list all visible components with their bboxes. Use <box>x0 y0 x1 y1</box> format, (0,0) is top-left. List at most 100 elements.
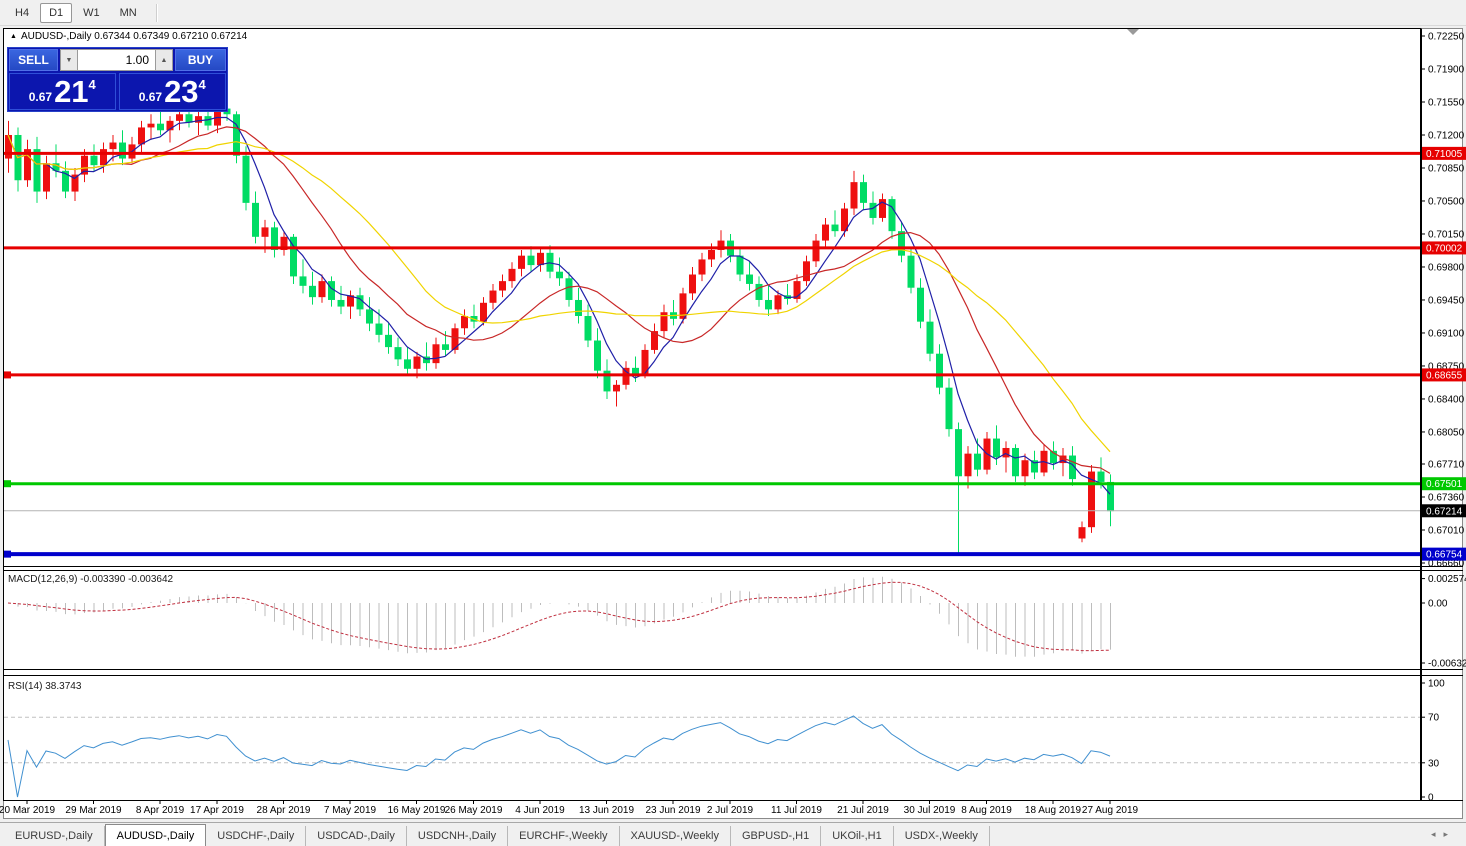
price-tick-label: 0.70150 <box>1428 229 1465 240</box>
date-tick-label: 4 Jun 2019 <box>515 805 565 816</box>
timeframe-button-mn[interactable]: MN <box>119 6 137 19</box>
price-tick-label: 0.68050 <box>1428 427 1465 438</box>
rsi-tick-label: 30 <box>1428 758 1440 769</box>
chart-symbol: AUDUSD-,Daily <box>20 31 92 42</box>
volume-decrease-icon[interactable]: ▼ <box>60 49 79 71</box>
moving-average-SMA-fast <box>7 116 1111 495</box>
price-tick-label: 0.71900 <box>1428 64 1465 75</box>
current-price-label: 0.67214 <box>1426 506 1463 517</box>
level-line-anchor-icon[interactable] <box>4 371 11 379</box>
chart-shift-marker-icon[interactable] <box>1127 29 1139 35</box>
toolbar-separator <box>155 3 158 22</box>
price-tick-label: 0.67010 <box>1428 526 1465 537</box>
ask-prefix: 0.67 <box>138 90 163 104</box>
buy-price-tile[interactable]: 0.67 23 4 <box>118 73 226 110</box>
ask-main: 23 <box>164 74 199 109</box>
sell-button[interactable]: SELL <box>9 49 59 71</box>
rsi-indicator-label: RSI(14) 38.3743 <box>8 681 82 692</box>
bid-pip: 4 <box>88 77 96 92</box>
date-tick-label: 16 May 2019 <box>388 805 446 816</box>
macd-tick-label: 0.002574 <box>1428 574 1466 585</box>
bid-main: 21 <box>54 74 89 109</box>
volume-input[interactable] <box>78 49 156 71</box>
macd-tick-label: 0.00 <box>1428 599 1448 610</box>
level-price-label: 0.70002 <box>1426 243 1463 254</box>
tab-scroll-arrows-icon[interactable]: ◂▸ <box>1430 829 1456 839</box>
chart-tab-xauusd-weekly[interactable]: XAUUSD-,Weekly <box>620 826 731 846</box>
rsi-pane: 100 70 30 0 <box>4 679 1445 804</box>
buy-button[interactable]: BUY <box>175 49 226 71</box>
one-click-trading-panel: SELL ▼ ▲ BUY 0.67 21 4 0.67 23 4 <box>7 47 228 112</box>
price-tick-label: 0.68750 <box>1428 361 1465 372</box>
volume-increase-icon[interactable]: ▲ <box>155 49 174 71</box>
chart-tab-usdx-weekly[interactable]: USDX-,Weekly <box>894 826 990 846</box>
timeframe-button-h4[interactable]: H4 <box>15 6 30 19</box>
price-tick-label: 0.67360 <box>1428 493 1465 504</box>
date-tick-label: 17 Apr 2019 <box>190 805 244 816</box>
chart-tab-gbpusd-h1[interactable]: GBPUSD-,H1 <box>731 826 822 846</box>
bid-prefix: 0.67 <box>28 90 53 104</box>
price-tick-label: 0.70500 <box>1428 196 1465 207</box>
macd-signal-line <box>7 581 1111 652</box>
price-tick-label: 0.66660 <box>1428 559 1465 570</box>
price-tick-label: 0.67710 <box>1428 460 1465 471</box>
price-tick-label: 0.70850 <box>1428 163 1465 174</box>
level-price-label: 0.68655 <box>1426 370 1463 381</box>
macd-indicator-label: MACD(12,26,9) -0.003390 -0.003642 <box>8 574 174 585</box>
level-price-label: 0.71005 <box>1426 149 1463 160</box>
ohlc-high: 0.67349 <box>133 31 170 42</box>
volume-spinner: ▼ ▲ <box>60 49 174 71</box>
collapse-triangle-icon[interactable]: ▲ <box>10 33 17 40</box>
date-tick-label: 11 Jul 2019 <box>771 805 822 816</box>
date-tick-label: 28 Apr 2019 <box>257 805 311 816</box>
ohlc-low: 0.67210 <box>172 31 209 42</box>
rsi-line <box>7 715 1111 798</box>
ask-pip: 4 <box>198 77 206 92</box>
timeframe-button-d1[interactable]: D1 <box>40 2 73 23</box>
date-tick-label: 18 Aug 2019 <box>1025 805 1082 816</box>
chart-tab-bar: EURUSD-,Daily AUDUSD-,Daily USDCHF-,Daily U… <box>0 822 1466 846</box>
date-tick-label: 13 Jun 2019 <box>579 805 634 816</box>
date-tick-label: 30 Jul 2019 <box>904 805 956 816</box>
date-tick-label: 20 Mar 2019 <box>0 805 56 816</box>
candlestick-layer <box>5 101 1114 553</box>
chart-tab-eurusd-daily[interactable]: EURUSD-,Daily <box>4 826 105 846</box>
chart-tab-eurchf-weekly[interactable]: EURCHF-,Weekly <box>508 826 620 846</box>
chart-background <box>3 28 1463 818</box>
rsi-tick-label: 100 <box>1428 679 1445 690</box>
moving-average-SMA-mid <box>7 126 1111 474</box>
chart-tab-audusd-daily[interactable]: AUDUSD-,Daily <box>104 824 207 846</box>
timeframe-button-w1[interactable]: W1 <box>83 6 100 19</box>
moving-average-SMA-slow <box>7 134 1111 453</box>
date-tick-label: 7 May 2019 <box>324 805 377 816</box>
date-tick-label: 2 Jul 2019 <box>707 805 754 816</box>
level-price-label: 0.66754 <box>1426 550 1463 561</box>
date-tick-label: 8 Apr 2019 <box>136 805 185 816</box>
price-tick-label: 0.72250 <box>1428 32 1465 43</box>
date-tick-label: 29 Mar 2019 <box>65 805 122 816</box>
time-axis: 20 Mar 2019 29 Mar 2019 8 Apr 2019 17 Apr 2… <box>0 800 1139 816</box>
level-line-anchor-icon[interactable] <box>4 480 11 488</box>
date-tick-label: 23 Jun 2019 <box>645 805 700 816</box>
level-price-label: 0.67501 <box>1426 479 1463 490</box>
date-tick-label: 27 Aug 2019 <box>1082 805 1139 816</box>
timeframe-toolbar: H4 D1 W1 MN <box>0 0 1466 26</box>
price-tick-label: 0.69100 <box>1428 328 1465 339</box>
level-line-anchor-icon[interactable] <box>4 550 11 558</box>
chart-tab-usdcnh-daily[interactable]: USDCNH-,Daily <box>407 826 509 846</box>
macd-pane: 0.002574 0.00 -0.006326 <box>7 574 1466 670</box>
date-tick-label: 26 May 2019 <box>445 805 503 816</box>
ohlc-close: 0.67214 <box>211 31 248 42</box>
macd-tick-label: -0.006326 <box>1428 659 1466 670</box>
chart-tab-usdchf-daily[interactable]: USDCHF-,Daily <box>206 826 307 846</box>
sell-price-tile[interactable]: 0.67 21 4 <box>9 73 116 110</box>
chart-tab-usdcad-daily[interactable]: USDCAD-,Daily <box>306 826 407 846</box>
price-tick-label: 0.69800 <box>1428 262 1465 273</box>
date-tick-label: 21 Jul 2019 <box>837 805 889 816</box>
date-tick-label: 8 Aug 2019 <box>961 805 1012 816</box>
rsi-tick-label: 70 <box>1428 713 1440 724</box>
price-tick-label: 0.71200 <box>1428 130 1465 141</box>
chart-tab-ukoil-h1[interactable]: UKOil-,H1 <box>821 826 894 846</box>
